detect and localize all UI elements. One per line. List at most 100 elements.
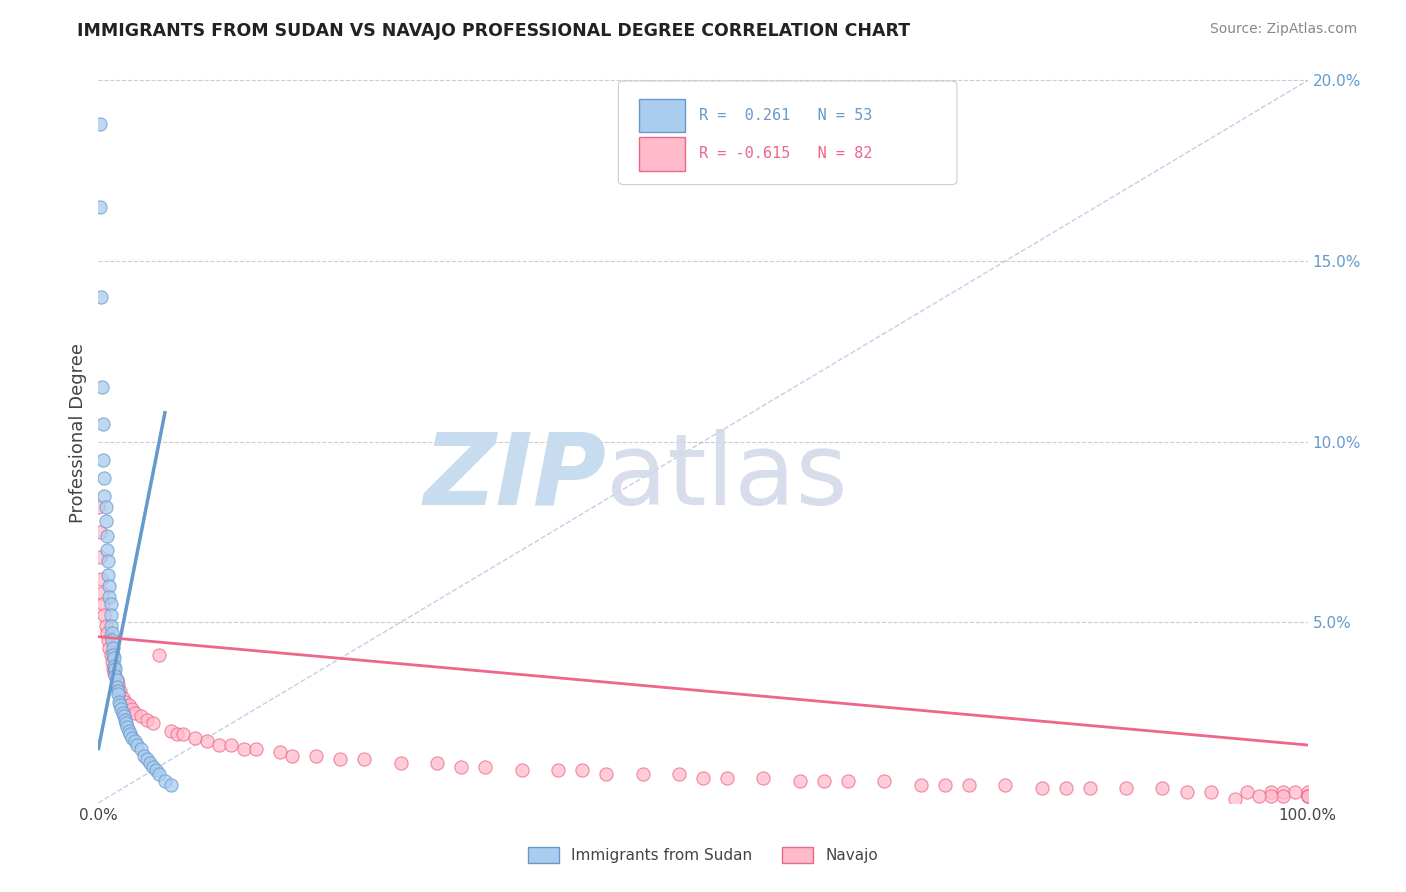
Point	[104, 662, 127, 676]
Point	[107, 688, 129, 702]
Point	[97, 633, 120, 648]
Point	[91, 597, 114, 611]
Point	[118, 727, 141, 741]
Point	[98, 579, 121, 593]
Point	[98, 590, 121, 604]
Point	[100, 607, 122, 622]
Point	[127, 738, 149, 752]
Point	[134, 748, 156, 763]
Point	[716, 771, 738, 785]
Point	[114, 695, 136, 709]
Point	[1272, 785, 1295, 799]
Point	[89, 117, 111, 131]
Point	[108, 698, 131, 713]
Point	[166, 727, 188, 741]
Text: IMMIGRANTS FROM SUDAN VS NAVAJO PROFESSIONAL DEGREE CORRELATION CHART: IMMIGRANTS FROM SUDAN VS NAVAJO PROFESSI…	[77, 22, 911, 40]
FancyBboxPatch shape	[638, 137, 685, 170]
Point	[129, 709, 152, 723]
Point	[595, 767, 617, 781]
Point	[90, 290, 112, 304]
Point	[108, 683, 131, 698]
Point	[426, 756, 449, 770]
Point	[269, 745, 291, 759]
Point	[631, 767, 654, 781]
Point	[110, 702, 132, 716]
Point	[101, 662, 124, 676]
Point	[93, 607, 115, 622]
Text: atlas: atlas	[606, 428, 848, 525]
Point	[100, 648, 122, 662]
Point	[1296, 789, 1319, 803]
Point	[100, 655, 122, 669]
Text: R = -0.615   N = 82: R = -0.615 N = 82	[699, 146, 873, 161]
Point	[90, 572, 112, 586]
Point	[353, 752, 375, 766]
Point	[1078, 781, 1101, 796]
Point	[129, 741, 152, 756]
Point	[934, 778, 956, 792]
Point	[1054, 781, 1077, 796]
Point	[142, 760, 165, 774]
Y-axis label: Professional Degree: Professional Degree	[69, 343, 87, 523]
Point	[100, 597, 122, 611]
Point	[100, 619, 122, 633]
Point	[94, 500, 117, 514]
Point	[474, 760, 496, 774]
Point	[111, 691, 134, 706]
Point	[281, 748, 304, 763]
Point	[1296, 789, 1319, 803]
Point	[101, 648, 124, 662]
Point	[93, 489, 115, 503]
Point	[305, 748, 328, 763]
Point	[100, 633, 122, 648]
Point	[97, 554, 120, 568]
Point	[329, 752, 352, 766]
Point	[89, 524, 111, 539]
Point	[813, 774, 835, 789]
Point	[245, 741, 267, 756]
Point	[91, 380, 114, 394]
Point	[118, 698, 141, 713]
FancyBboxPatch shape	[638, 99, 685, 132]
Point	[100, 626, 122, 640]
Point	[160, 778, 183, 792]
Point	[114, 713, 136, 727]
Point	[789, 774, 811, 789]
Point	[115, 716, 138, 731]
Point	[105, 673, 128, 687]
Point	[873, 774, 896, 789]
Point	[94, 619, 117, 633]
Point	[101, 640, 124, 655]
Point	[1175, 785, 1198, 799]
Point	[112, 709, 135, 723]
Point	[208, 738, 231, 752]
Point	[93, 471, 115, 485]
Point	[752, 771, 775, 785]
Point	[172, 727, 194, 741]
Point	[103, 658, 125, 673]
Point	[1272, 789, 1295, 803]
Point	[148, 767, 170, 781]
Point	[94, 514, 117, 528]
Point	[97, 568, 120, 582]
Point	[111, 706, 134, 720]
Point	[135, 752, 157, 766]
Point	[1115, 781, 1137, 796]
Point	[98, 640, 121, 655]
Point	[510, 764, 533, 778]
Point	[145, 764, 167, 778]
Point	[107, 676, 129, 690]
Point	[1236, 785, 1258, 799]
Point	[1284, 785, 1306, 799]
Text: Source: ZipAtlas.com: Source: ZipAtlas.com	[1209, 22, 1357, 37]
Point	[91, 452, 114, 467]
Point	[96, 626, 118, 640]
Point	[121, 702, 143, 716]
Point	[1223, 792, 1246, 806]
Point	[148, 648, 170, 662]
Point	[1249, 789, 1271, 803]
Point	[121, 731, 143, 745]
FancyBboxPatch shape	[619, 81, 957, 185]
Point	[221, 738, 243, 752]
Point	[124, 734, 146, 748]
